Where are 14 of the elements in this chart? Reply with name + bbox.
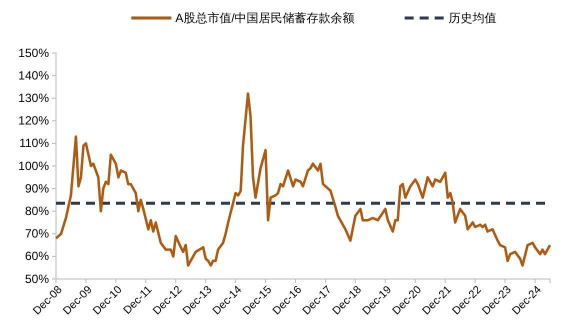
y-tick-label: 50%	[24, 272, 50, 286]
legend-label: 历史均值	[448, 11, 497, 25]
y-tick-label: 130%	[18, 91, 50, 106]
y-tick-label: 90%	[24, 181, 50, 196]
y-tick-label: 120%	[18, 114, 50, 128]
y-tick-label: 150%	[18, 46, 50, 60]
y-tick-label: 100%	[18, 158, 50, 173]
y-tick-label: 60%	[24, 249, 50, 264]
y-tick-label: 110%	[19, 136, 50, 150]
line-series	[54, 92, 552, 267]
y-tick-label: 70%	[24, 226, 50, 241]
y-tick-label: 140%	[18, 68, 50, 82]
legend-label: A股总市值/中国居民储蓄存款余额	[175, 11, 355, 25]
y-tick-label: 80%	[24, 204, 50, 218]
